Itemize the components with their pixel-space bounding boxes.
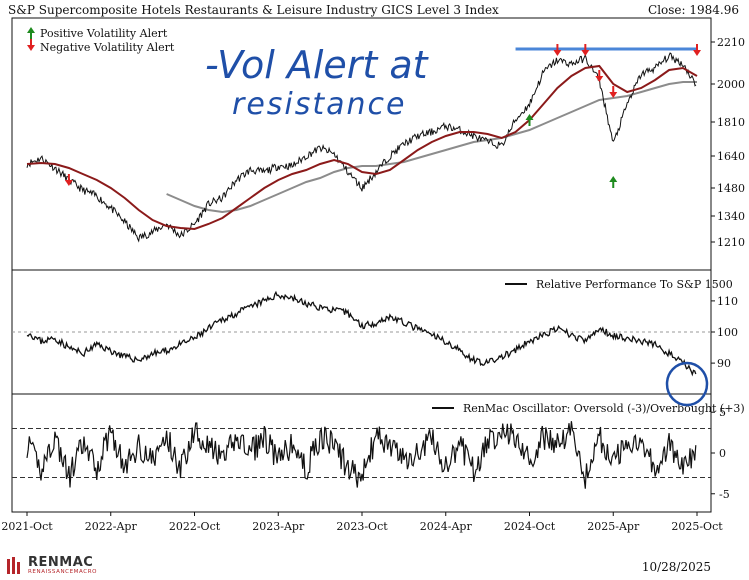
x-tick-label: 2022-Apr	[85, 520, 138, 533]
handwritten-line-1: -Vol Alert at	[205, 43, 430, 87]
price-tick-label: 2210	[717, 36, 745, 49]
logo-name: RENMAC	[28, 555, 94, 570]
oscillator-tick-label: 0	[719, 447, 726, 460]
negative-alert-arrow	[581, 44, 590, 56]
relative-tick-label: 90	[717, 357, 731, 370]
relative-tick-label: 110	[717, 295, 738, 308]
x-tick-label: 2022-Oct	[169, 520, 221, 533]
negative-alert-arrow-head	[595, 76, 604, 82]
close-value: Close: 1984.96	[648, 3, 739, 17]
ma-short-line	[26, 64, 698, 231]
negative-alert-arrow-head	[581, 50, 590, 56]
x-axis: 2021-Oct 2022-Apr 2022-Oct 2023-Apr 2023-Oct…	[1, 512, 723, 533]
report-date: 10/28/2025	[641, 560, 711, 574]
x-tick-label: 2021-Oct	[1, 520, 53, 533]
negative-alert-arrow	[609, 86, 618, 98]
ma-long-line	[166, 81, 697, 214]
legend-positive-label: Positive Volatility Alert	[40, 27, 168, 40]
price-panel: 1210 1340 1480 1640 1810 2000 2210 Positive Vol…	[26, 27, 745, 249]
negative-alert-arrow-head	[553, 50, 562, 56]
relative-line	[26, 290, 697, 377]
logo-subtitle: RENAISSANCEMACRO	[28, 569, 98, 575]
positive-alert-arrow-head	[525, 114, 534, 120]
negative-alert-arrow	[595, 70, 604, 82]
relative-tick-label: 100	[717, 326, 738, 339]
legend-positive-arrow	[27, 27, 35, 39]
negative-alert-arrow-head	[693, 50, 701, 56]
handwritten-line-2: resistance	[232, 87, 407, 122]
oscillator-line	[26, 421, 697, 489]
legend-negative-label: Negative Volatility Alert	[40, 41, 175, 54]
relative-legend-label: Relative Performance To S&P 1500	[536, 278, 733, 291]
x-tick-label: 2025-Oct	[671, 520, 723, 533]
x-tick-label: 2023-Oct	[336, 520, 388, 533]
price-tick-label: 1340	[717, 210, 745, 223]
oscillator-tick-label: -5	[719, 488, 730, 501]
x-tick-label: 2025-Apr	[587, 520, 640, 533]
negative-alert-arrow	[64, 174, 73, 186]
negative-alert-arrow	[693, 44, 701, 56]
oscillator-tick-label: 5	[719, 406, 726, 419]
handwritten-circle	[665, 361, 709, 407]
price-tick-label: 2000	[717, 78, 745, 91]
renmac-logo-mark	[7, 557, 20, 574]
price-tick-label: 1810	[717, 116, 745, 129]
relative-panel: 90 100 110 Relative Performance To S&P 1500	[12, 278, 738, 377]
price-line	[26, 52, 697, 243]
price-tick-label: 1210	[717, 236, 745, 249]
price-tick-label: 1640	[717, 150, 745, 163]
legend-negative-arrow	[27, 39, 35, 51]
renmac-logo: RENMAC RENAISSANCEMACRO	[6, 555, 116, 577]
x-tick-label: 2024-Oct	[504, 520, 556, 533]
chart-title: S&P Supercomposite Hotels Restaurants & …	[8, 3, 499, 17]
x-tick-label: 2024-Apr	[420, 520, 473, 533]
price-tick-label: 1480	[717, 182, 745, 195]
legend-negative-arrow-head	[27, 45, 35, 51]
negative-alert-arrow-head	[64, 180, 73, 186]
x-tick-label: 2023-Apr	[252, 520, 305, 533]
oscillator-legend-label: RenMac Oscillator: Oversold (-3)/Overbou…	[463, 402, 745, 415]
positive-alert-arrow	[525, 114, 534, 126]
legend-positive-arrow-head	[27, 27, 35, 33]
negative-alert-arrow-head	[609, 92, 618, 98]
negative-alert-arrow	[553, 44, 562, 56]
positive-alert-arrow	[609, 176, 618, 188]
positive-alert-arrow-head	[609, 176, 618, 182]
